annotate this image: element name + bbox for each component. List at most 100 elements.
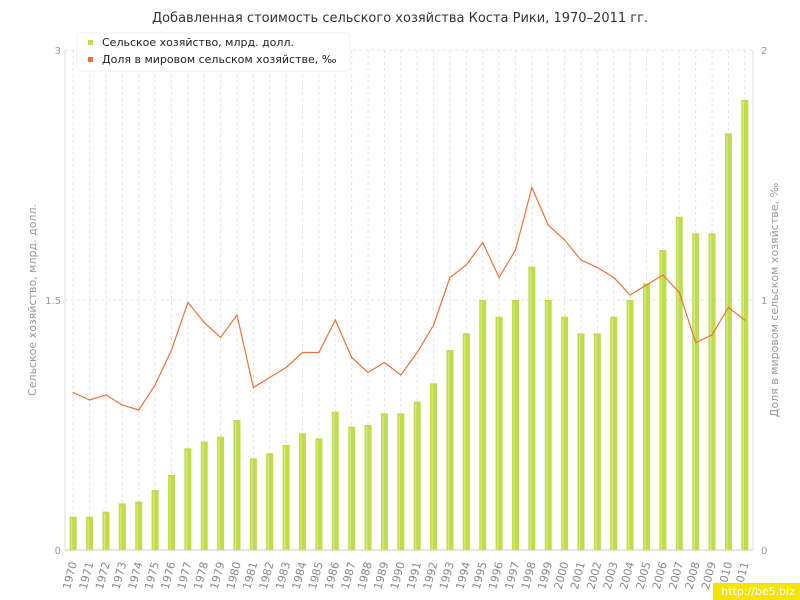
line-point	[203, 321, 205, 324]
bar-highlight	[562, 318, 564, 550]
bar-highlight	[513, 302, 515, 550]
line-point	[285, 366, 287, 369]
legend-box	[76, 32, 351, 72]
line-point	[744, 319, 746, 321]
bar	[266, 453, 274, 550]
bar	[577, 333, 585, 550]
line-point	[351, 356, 353, 359]
bar	[610, 316, 618, 550]
y-tick-label: 0	[55, 546, 61, 557]
watermark-link[interactable]: http://be5.biz	[713, 583, 800, 600]
bar	[593, 333, 601, 550]
y-tick-label: 3	[55, 46, 61, 57]
bar-highlight	[628, 302, 630, 550]
line-point	[580, 259, 582, 261]
line-point	[318, 351, 320, 354]
line-point	[138, 409, 140, 411]
line-point	[416, 351, 418, 354]
line-point	[220, 336, 222, 339]
bar	[430, 383, 438, 550]
bar-highlight	[251, 460, 253, 550]
line-point	[564, 239, 566, 241]
bar-highlight	[480, 302, 482, 550]
bar-highlight	[202, 443, 204, 550]
bar-highlight	[464, 335, 466, 550]
bar-highlight	[71, 518, 73, 550]
bar	[282, 445, 290, 550]
line-point	[449, 276, 451, 279]
line-point	[711, 334, 713, 336]
bar-highlight	[529, 268, 532, 550]
bar	[233, 420, 241, 550]
bar-highlight	[382, 415, 384, 550]
bar-highlight	[579, 335, 581, 550]
bar	[643, 283, 651, 550]
bar-highlight	[644, 285, 646, 550]
bar-highlight	[447, 352, 450, 550]
bar	[495, 316, 503, 550]
line-point	[547, 224, 549, 226]
bar	[102, 511, 110, 550]
bar	[315, 438, 323, 550]
line-point	[531, 186, 533, 189]
line-point	[236, 314, 238, 316]
y-axis-label: Сельское хозяйство, млрд. долл.	[26, 204, 39, 396]
bar	[413, 401, 421, 550]
bar-highlight	[333, 413, 335, 550]
line-point	[252, 386, 254, 389]
line-point	[613, 276, 615, 279]
bar-highlight	[660, 252, 663, 550]
line-point	[645, 284, 648, 286]
line-point	[121, 404, 123, 406]
bar-highlight	[546, 302, 548, 550]
bar-highlight	[284, 447, 286, 550]
bar	[331, 411, 339, 550]
bar-highlight	[153, 492, 155, 550]
line-point	[334, 319, 336, 321]
bar-highlight	[103, 513, 106, 550]
bar	[692, 233, 700, 551]
legend-entry: Доля в мировом сельском хозяйстве, ‰	[102, 53, 337, 66]
bar-highlight	[677, 218, 679, 550]
bar	[561, 316, 569, 550]
legend-swatch	[88, 57, 93, 62]
line-point	[465, 264, 467, 266]
bar-highlight	[497, 318, 499, 550]
line-series	[72, 185, 746, 411]
line-point	[269, 376, 271, 379]
bar-highlight	[415, 403, 417, 550]
line-point	[662, 274, 664, 276]
bar	[380, 413, 388, 550]
bar-highlight	[710, 235, 712, 551]
bar	[167, 475, 175, 550]
bar-highlight	[218, 438, 220, 550]
bar	[151, 490, 159, 550]
legend-swatch	[88, 40, 93, 45]
bar	[299, 433, 307, 550]
line-point	[170, 349, 173, 351]
bar-highlight	[611, 318, 613, 550]
line-point	[482, 241, 484, 244]
bar-highlight	[235, 422, 237, 550]
bar	[544, 300, 552, 550]
bar	[724, 133, 732, 551]
bar	[479, 300, 487, 550]
bar-highlight	[87, 518, 89, 550]
bar	[364, 425, 372, 550]
bar	[675, 216, 683, 550]
y2-tick-label: 1	[761, 296, 767, 307]
bar-highlight	[185, 450, 188, 550]
bar	[708, 233, 716, 551]
bar	[200, 441, 208, 550]
bar-highlight	[316, 440, 319, 550]
line-point	[367, 371, 369, 374]
bar-highlight	[267, 455, 269, 550]
line-point	[72, 391, 74, 394]
line-point	[301, 351, 304, 354]
bar-highlight	[742, 102, 745, 550]
legend-entry: Сельское хозяйство, млрд. долл.	[102, 36, 294, 49]
bar-highlight	[595, 335, 597, 550]
bar	[249, 458, 257, 550]
bar-highlight	[349, 428, 351, 550]
bar	[462, 333, 470, 550]
